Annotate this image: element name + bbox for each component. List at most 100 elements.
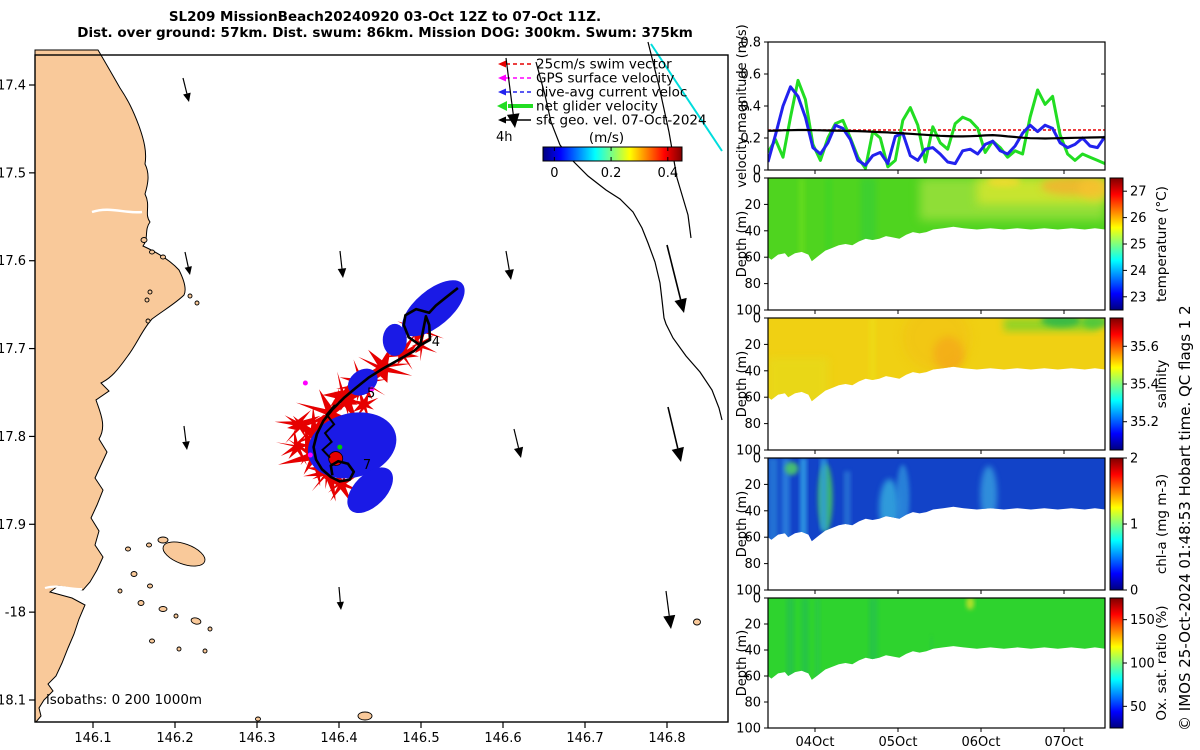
lon-tick-label: 146.4 [320, 731, 357, 746]
date-tick-label: 06Oct [961, 735, 1000, 750]
island [187, 293, 193, 299]
chla-panel: 0 20 40 60 80 100 Depth (m) 0 1 2 chl-a (mg m-3) [735, 452, 1170, 599]
lat-tick-label: 17.5 [0, 166, 26, 181]
island [207, 626, 213, 632]
y-tick-label: 0 [753, 312, 761, 327]
y-tick-label: 20 [744, 338, 761, 353]
colorbar-label: salinity [1154, 360, 1170, 408]
colorbar-tick-label: 24 [1130, 264, 1147, 279]
y-tick-label: 60 [744, 670, 761, 685]
y-tick-label: 40 [744, 364, 761, 379]
colorbar-tick-label: 50 [1130, 700, 1147, 715]
y-tick-label: 40 [744, 224, 761, 239]
swim-burst [275, 429, 315, 466]
island [144, 297, 150, 303]
waypoint-label: 5 [367, 387, 375, 402]
y-tick-label: 60 [744, 531, 761, 546]
island [158, 606, 168, 612]
waypoint-label: 7 [363, 458, 371, 473]
y-tick-label: 80 [744, 417, 761, 432]
y-axis-label: Depth (m) [735, 211, 750, 278]
lat-tick-label: 17.6 [0, 254, 26, 269]
lat-tick-label: 17.7 [0, 342, 26, 357]
geo-velocity-arrows [182, 77, 687, 629]
island [147, 583, 153, 589]
waypoint-label: 4 [432, 335, 440, 350]
colorbar-tick-label: 1 [1130, 518, 1138, 533]
colorbar-label: temperature (°C) [1154, 186, 1170, 302]
panel-frame [767, 457, 1106, 591]
island [255, 716, 261, 722]
current-blob [347, 467, 393, 514]
date-tick-label: 07Oct [1044, 735, 1083, 750]
date-tick-label: 04Oct [795, 735, 834, 750]
colorbar-tick-label: 100 [1130, 657, 1155, 672]
y-tick-label: 80 [744, 696, 761, 711]
date-tick-label: 05Oct [878, 735, 917, 750]
lon-tick-label: 146.5 [402, 731, 439, 746]
legend-label: GPS surface velocity [536, 71, 674, 87]
chart-title-line1: SL209 MissionBeach20240920 03-Oct 12Z to… [168, 9, 602, 25]
island [146, 542, 152, 548]
island [190, 617, 202, 625]
island [125, 546, 131, 552]
gps-fix-dot [337, 444, 343, 450]
island [693, 618, 701, 626]
y-tick-label: 0.8 [740, 36, 761, 51]
lat-tick-label: 17.4 [0, 79, 26, 94]
isobaths-note: isobaths: 0 200 1000m [46, 692, 202, 708]
colorbar-label: Ox. sat. ratio (%) [1154, 605, 1170, 720]
y-tick-label: 40 [744, 644, 761, 659]
lat-tick-label: 17.8 [0, 430, 26, 445]
island [176, 646, 182, 652]
panel-frame [767, 317, 1106, 451]
island [137, 600, 145, 606]
colorbar-tick-label: 35.2 [1130, 415, 1159, 430]
island [357, 711, 373, 721]
lat-tick-label: 18.1 [0, 694, 26, 709]
y-tick-label: 80 [744, 277, 761, 292]
swim-burst [358, 345, 413, 386]
colorbar [1109, 317, 1124, 451]
series-dive-avg-current-velocity [768, 85, 1105, 167]
colorbar-tick-label: 150 [1130, 613, 1155, 628]
y-tick-label: 60 [744, 391, 761, 406]
island [149, 249, 155, 255]
colorbar-label: chl-a (mg m-3) [1154, 474, 1170, 574]
island [194, 300, 200, 306]
y-tick-label: 100 [736, 722, 761, 737]
legend-timescale-label: 4h [496, 130, 513, 145]
island [162, 541, 206, 567]
y-tick-label: 60 [744, 251, 761, 266]
y-tick-label: 0 [753, 592, 761, 607]
island [173, 613, 179, 619]
swim-burst [321, 471, 364, 504]
series-net-glider-velocity [768, 78, 1105, 170]
y-tick-label: 0.2 [740, 132, 761, 147]
river-channel [44, 585, 83, 591]
island [157, 536, 169, 544]
colorbar-tick-label: 0 [1130, 584, 1138, 599]
glider-track-zigzag [321, 404, 336, 459]
panel-frame [767, 597, 1106, 729]
island [130, 571, 138, 577]
y-tick-label: 100 [736, 444, 761, 459]
gps-fix-dot [302, 380, 308, 386]
island [149, 638, 155, 644]
lon-tick-label: 146.1 [74, 731, 111, 746]
colorbar-tick-label: 2 [1130, 452, 1138, 467]
island [140, 237, 148, 243]
chart-title-line2: Dist. over ground: 57km. Dist. swum: 86k… [77, 25, 693, 41]
lon-tick-label: 146.2 [156, 731, 193, 746]
y-tick-label: 0.6 [740, 68, 761, 83]
velocity-colorbar-label: (m/s) [589, 130, 624, 146]
lon-tick-label: 146.6 [484, 731, 521, 746]
series-sfc-geo-vel- [768, 128, 1105, 140]
river-channel [91, 208, 143, 214]
colorbar [1109, 597, 1124, 729]
colorbar-tick-label: 25 [1130, 238, 1147, 253]
island [145, 318, 151, 324]
colorbar-tick-label: 26 [1130, 211, 1147, 226]
colorbar-tick-label: 23 [1130, 290, 1147, 305]
